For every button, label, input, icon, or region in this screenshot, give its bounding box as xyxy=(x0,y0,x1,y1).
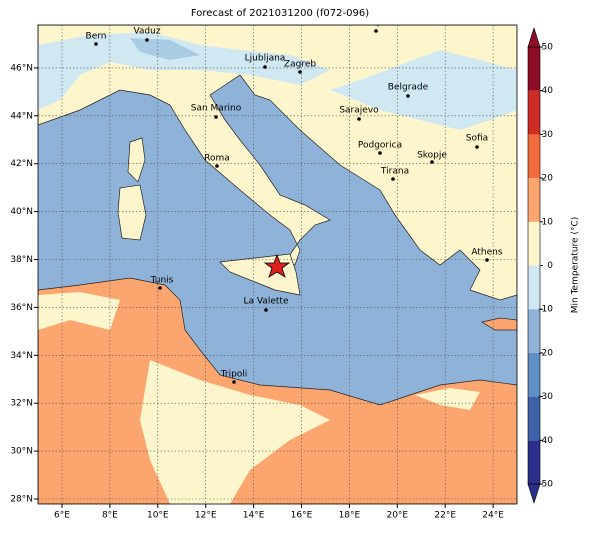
x-tick-label: 8°E xyxy=(102,511,118,521)
cold-area xyxy=(38,32,330,110)
city-dot xyxy=(391,177,395,181)
colorbar-tick-label: -10 xyxy=(538,305,553,315)
cold-area xyxy=(130,38,200,60)
cold-area xyxy=(330,50,517,130)
colorbar-band xyxy=(528,309,540,353)
colorbar-tick-label: 40 xyxy=(542,86,554,96)
city-label: Roma xyxy=(204,154,230,164)
y-tick-label: 36°N xyxy=(10,303,33,313)
city-dot xyxy=(215,164,219,168)
y-tick-label: 30°N xyxy=(10,447,33,457)
x-tick-label: 10°E xyxy=(147,511,169,521)
warm-area xyxy=(140,360,330,504)
city-dot xyxy=(145,38,149,42)
x-tick-label: 24°E xyxy=(482,511,504,521)
city-dot xyxy=(94,42,98,46)
city-label: Podgorica xyxy=(358,141,402,151)
axes: 6°E 8°E 10°E 12°E 14°E 16°E 18°E 20°E 22°E 24°E 28… xyxy=(10,63,504,520)
colorbar: -50 -40 -30 -20 -10 0 10 20 30 40 50 xyxy=(527,27,554,504)
colorbar-tick-label: 30 xyxy=(542,130,554,140)
city-label: Sofia xyxy=(466,134,488,144)
city-dot xyxy=(158,286,162,290)
x-tick-label: 14°E xyxy=(243,511,265,521)
star-marker xyxy=(263,253,291,278)
x-tick-label: 16°E xyxy=(291,511,313,521)
x-tick-label: 12°E xyxy=(195,511,217,521)
city-label: Belgrade xyxy=(388,83,429,93)
city-dot xyxy=(374,29,378,33)
city-label: Zagreb xyxy=(284,60,316,70)
city-dot xyxy=(264,308,268,312)
colorbar-tick-label: 50 xyxy=(542,43,554,53)
colorbar-band xyxy=(528,265,540,310)
colorbar-band xyxy=(528,396,540,441)
colorbar-tick-label: 0 xyxy=(547,261,553,271)
city-label: Bern xyxy=(86,32,107,42)
city-dot xyxy=(232,380,236,384)
colorbar-label: Min Temperature (°C) xyxy=(571,217,581,314)
colorbar-extend-top xyxy=(527,27,541,48)
y-tick-label: 32°N xyxy=(10,399,33,409)
x-tick-label: 6°E xyxy=(54,511,70,521)
x-tick-label: 20°E xyxy=(386,511,408,521)
city-label: Athens xyxy=(471,248,502,258)
city-dot xyxy=(475,145,479,149)
city-label: Sarajevo xyxy=(339,106,379,116)
colorbar-band xyxy=(528,352,540,397)
map-frame xyxy=(37,24,518,505)
y-tick-label: 38°N xyxy=(10,255,33,265)
sardinia xyxy=(117,184,147,241)
city-dot xyxy=(263,65,267,69)
colorbar-band xyxy=(528,178,540,222)
city-label: San Marino xyxy=(191,104,242,114)
title: Forecast of 2021031200 (f072-096) xyxy=(191,8,369,19)
x-tick-label: 18°E xyxy=(339,511,361,521)
warm-area xyxy=(415,388,480,410)
warm-area xyxy=(38,292,120,330)
corsica xyxy=(127,137,146,183)
city-dot xyxy=(357,117,361,121)
colorbar-band xyxy=(528,440,540,484)
colorbar-band xyxy=(528,221,540,266)
city-label: Budapest xyxy=(354,18,397,28)
city-label: Vaduz xyxy=(133,27,160,37)
colorbar-tick-label: -50 xyxy=(538,480,553,490)
city-label: La Valette xyxy=(244,297,289,307)
city-label: Tunis xyxy=(150,276,174,286)
crete xyxy=(481,317,517,331)
colorbar-tick-label: 20 xyxy=(542,174,554,184)
colorbar-band xyxy=(528,90,540,135)
city-dot xyxy=(214,115,218,119)
y-tick-label: 42°N xyxy=(10,159,33,169)
y-tick-label: 40°N xyxy=(10,207,33,217)
city-dot xyxy=(298,70,302,74)
city-dot xyxy=(378,151,382,155)
city-dot xyxy=(406,94,410,98)
city-label: Tripoli xyxy=(220,370,248,380)
colorbar-band xyxy=(528,47,540,91)
colorbar-band xyxy=(528,134,540,179)
city-label: Ljubljana xyxy=(245,54,286,64)
city-dot xyxy=(485,258,489,262)
city-dot xyxy=(430,160,434,164)
colorbar-tick-label: -20 xyxy=(538,348,553,358)
colorbar-tick-label: -30 xyxy=(538,392,553,402)
colorbar-tick-label: 10 xyxy=(542,217,554,227)
y-tick-label: 46°N xyxy=(10,63,33,73)
y-tick-label: 28°N xyxy=(10,495,33,505)
city-label: Skopje xyxy=(417,151,447,161)
city-label: Tirana xyxy=(380,167,409,177)
colorbar-tick-label: -40 xyxy=(538,436,553,446)
y-tick-label: 34°N xyxy=(10,351,33,361)
x-tick-label: 22°E xyxy=(434,511,456,521)
y-tick-label: 44°N xyxy=(10,111,33,121)
